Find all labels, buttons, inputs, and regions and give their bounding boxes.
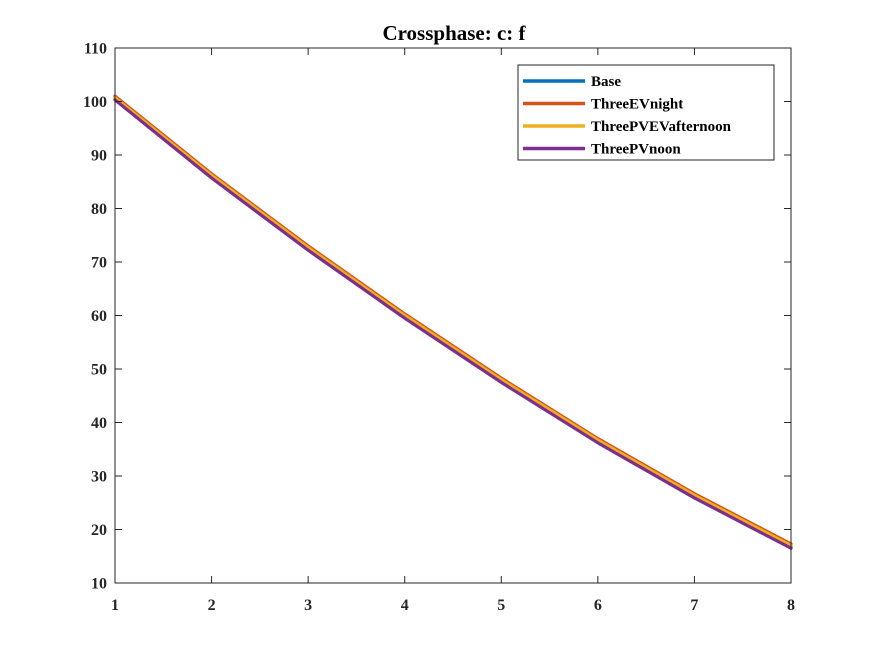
chart-title: Crossphase: c: f xyxy=(382,21,526,45)
y-tick-label: 50 xyxy=(91,362,107,379)
y-tick-label: 10 xyxy=(91,576,107,593)
x-tick-label: 4 xyxy=(401,597,409,614)
x-tick-label: 2 xyxy=(208,597,216,614)
x-tick-label: 8 xyxy=(787,597,795,614)
x-tick-label: 5 xyxy=(497,597,505,614)
x-tick-label: 7 xyxy=(690,597,698,614)
legend-box xyxy=(517,64,775,161)
series-line-3 xyxy=(113,96,793,548)
axes: 1 2 3 4 5 6 7 8 10 20 30 40 50 60 70 80 90 100 110 xyxy=(83,41,795,615)
series-line-4 xyxy=(113,98,793,550)
x-tick-label: 3 xyxy=(304,597,312,614)
legend-entry-1: Base xyxy=(591,74,621,90)
legend-entry-3: ThreePVEVafternoon xyxy=(591,119,732,135)
y-tick-label: 40 xyxy=(91,415,107,432)
y-tick-label: 80 xyxy=(91,201,107,218)
y-tick-label: 110 xyxy=(84,41,107,58)
x-tick-label: 1 xyxy=(111,597,119,614)
y-tick-label: 20 xyxy=(91,522,107,539)
y-tick-label: 30 xyxy=(91,469,107,486)
x-tick-label: 6 xyxy=(594,597,602,614)
y-tick-label: 90 xyxy=(91,148,107,165)
y-tick-label: 70 xyxy=(91,255,107,272)
legend-entry-2: ThreeEVnight xyxy=(591,97,683,113)
y-tick-label: 100 xyxy=(83,94,107,111)
legend-entry-4: ThreePVnoon xyxy=(591,142,681,158)
legend: Base ThreeEVnight ThreePVEVafternoon ThreeP… xyxy=(517,64,775,161)
y-tick-label: 60 xyxy=(91,308,107,325)
